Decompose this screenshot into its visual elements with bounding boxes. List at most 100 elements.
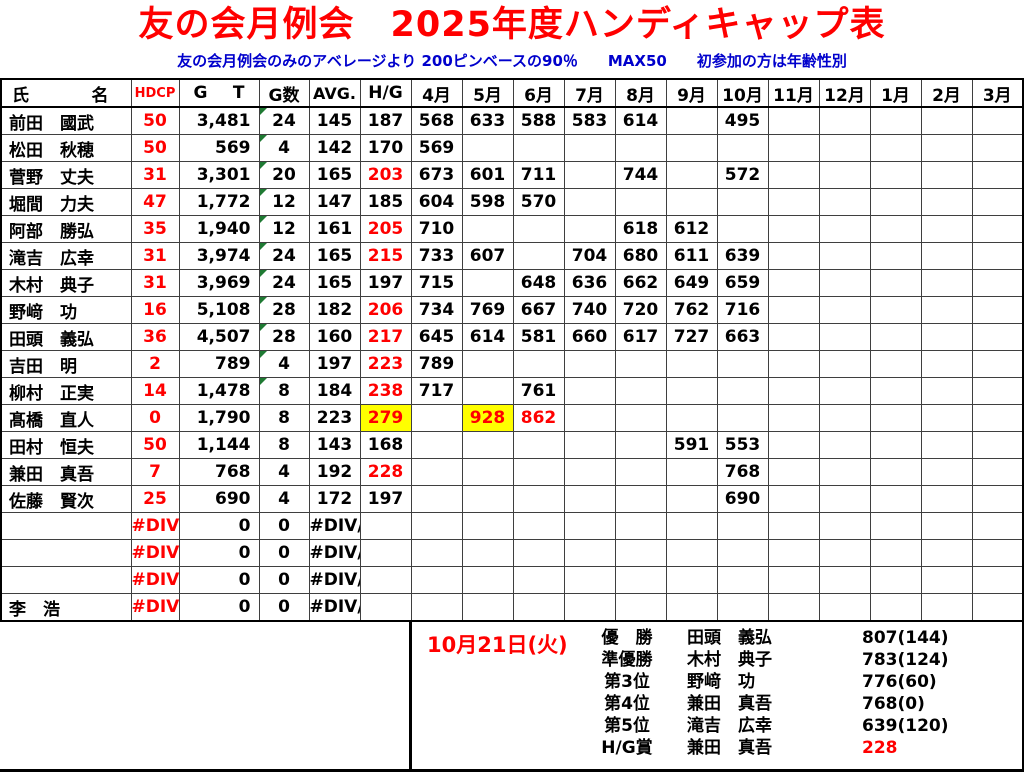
cell-gt[interactable]: 0 (178, 593, 260, 622)
cell-gt[interactable]: 1,790 (178, 404, 260, 432)
cell-month-11月[interactable] (767, 242, 820, 270)
cell-hdcp[interactable]: 36 (130, 323, 180, 351)
cell-month-4月[interactable]: 715 (410, 269, 463, 297)
cell-month-3月[interactable] (971, 215, 1024, 243)
cell-games[interactable]: 4 (258, 458, 310, 486)
cell-games[interactable]: 24 (258, 242, 310, 270)
col-header-month-8[interactable]: 11月 (767, 78, 820, 108)
cell-hdcp[interactable]: 7 (130, 458, 180, 486)
cell-month-11月[interactable] (767, 215, 820, 243)
cell-avg[interactable]: #DIV/0! (308, 512, 361, 540)
col-header-month-3[interactable]: 6月 (512, 78, 565, 108)
cell-month-12月[interactable] (818, 593, 871, 622)
cell-month-1月[interactable] (869, 539, 922, 567)
cell-gt[interactable]: 690 (178, 485, 260, 513)
cell-month-10月[interactable]: 659 (716, 269, 769, 297)
cell-month-11月[interactable] (767, 296, 820, 324)
cell-month-9月[interactable] (665, 350, 718, 378)
cell-month-6月[interactable] (512, 134, 565, 162)
cell-gt[interactable]: 1,940 (178, 215, 260, 243)
cell-month-8月[interactable] (614, 593, 667, 622)
cell-month-4月[interactable] (410, 512, 463, 540)
cell-hdcp[interactable]: 35 (130, 215, 180, 243)
cell-games[interactable]: 0 (258, 539, 310, 567)
cell-name[interactable]: 阿部 勝弘 (0, 215, 132, 243)
cell-avg[interactable]: 184 (308, 377, 361, 405)
cell-month-3月[interactable] (971, 269, 1024, 297)
cell-games[interactable]: 24 (258, 106, 310, 135)
cell-month-7月[interactable] (563, 215, 616, 243)
cell-month-9月[interactable] (665, 161, 718, 189)
cell-month-7月[interactable] (563, 431, 616, 459)
cell-month-10月[interactable] (716, 512, 769, 540)
cell-month-7月[interactable] (563, 512, 616, 540)
cell-gt[interactable]: 0 (178, 539, 260, 567)
cell-hdcp[interactable]: #DIV/0! (130, 566, 180, 594)
cell-month-3月[interactable] (971, 377, 1024, 405)
cell-month-12月[interactable] (818, 242, 871, 270)
cell-month-3月[interactable] (971, 512, 1024, 540)
cell-month-1月[interactable] (869, 269, 922, 297)
cell-month-6月[interactable] (512, 350, 565, 378)
cell-month-2月[interactable] (920, 539, 973, 567)
cell-month-1月[interactable] (869, 404, 922, 432)
cell-hg[interactable]: 170 (359, 134, 412, 162)
cell-games[interactable]: 0 (258, 593, 310, 622)
cell-month-2月[interactable] (920, 106, 973, 135)
cell-month-6月[interactable]: 862 (512, 404, 565, 432)
cell-month-4月[interactable]: 717 (410, 377, 463, 405)
cell-month-2月[interactable] (920, 566, 973, 594)
cell-month-2月[interactable] (920, 593, 973, 622)
cell-month-9月[interactable]: 612 (665, 215, 718, 243)
cell-month-7月[interactable] (563, 161, 616, 189)
cell-month-6月[interactable] (512, 566, 565, 594)
cell-month-12月[interactable] (818, 539, 871, 567)
cell-month-6月[interactable]: 588 (512, 106, 565, 135)
cell-gt[interactable]: 3,974 (178, 242, 260, 270)
cell-games[interactable]: 0 (258, 566, 310, 594)
cell-hg[interactable]: 185 (359, 188, 412, 216)
cell-month-8月[interactable]: 614 (614, 106, 667, 135)
cell-month-10月[interactable]: 495 (716, 106, 769, 135)
cell-hg[interactable]: 279 (359, 404, 412, 432)
cell-month-4月[interactable]: 710 (410, 215, 463, 243)
cell-month-9月[interactable]: 591 (665, 431, 718, 459)
cell-month-8月[interactable] (614, 377, 667, 405)
cell-month-9月[interactable]: 762 (665, 296, 718, 324)
cell-month-10月[interactable] (716, 188, 769, 216)
col-header-month-10[interactable]: 1月 (869, 78, 922, 108)
cell-month-11月[interactable] (767, 188, 820, 216)
cell-month-4月[interactable]: 733 (410, 242, 463, 270)
cell-hdcp[interactable]: 31 (130, 161, 180, 189)
cell-hg[interactable]: 228 (359, 458, 412, 486)
cell-month-7月[interactable] (563, 134, 616, 162)
cell-month-6月[interactable] (512, 593, 565, 622)
cell-games[interactable]: 8 (258, 431, 310, 459)
cell-month-10月[interactable] (716, 539, 769, 567)
cell-month-12月[interactable] (818, 431, 871, 459)
cell-avg[interactable]: 161 (308, 215, 361, 243)
cell-month-4月[interactable]: 568 (410, 106, 463, 135)
cell-month-9月[interactable]: 649 (665, 269, 718, 297)
cell-month-1月[interactable] (869, 512, 922, 540)
cell-month-11月[interactable] (767, 431, 820, 459)
cell-month-2月[interactable] (920, 161, 973, 189)
cell-gt[interactable]: 4,507 (178, 323, 260, 351)
cell-month-3月[interactable] (971, 431, 1024, 459)
cell-month-11月[interactable] (767, 161, 820, 189)
cell-hg[interactable]: 168 (359, 431, 412, 459)
cell-month-5月[interactable] (461, 593, 514, 622)
cell-month-5月[interactable] (461, 134, 514, 162)
cell-hdcp[interactable]: 31 (130, 242, 180, 270)
cell-month-5月[interactable] (461, 458, 514, 486)
cell-avg[interactable]: 160 (308, 323, 361, 351)
cell-month-2月[interactable] (920, 134, 973, 162)
cell-month-8月[interactable] (614, 512, 667, 540)
cell-hdcp[interactable]: 50 (130, 134, 180, 162)
cell-month-5月[interactable]: 928 (461, 404, 514, 432)
cell-name[interactable] (0, 512, 132, 540)
cell-month-8月[interactable] (614, 485, 667, 513)
cell-month-5月[interactable]: 601 (461, 161, 514, 189)
cell-month-7月[interactable] (563, 377, 616, 405)
cell-gt[interactable]: 789 (178, 350, 260, 378)
